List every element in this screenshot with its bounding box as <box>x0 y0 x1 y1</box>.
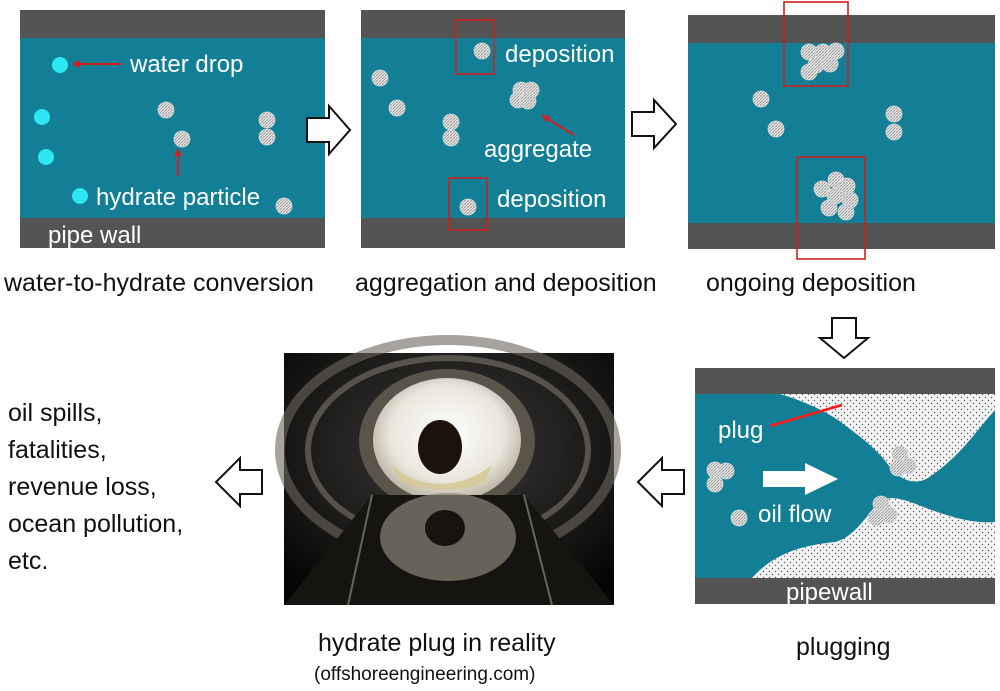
oil-water-channel <box>361 38 625 218</box>
hydrate-plug-upper <box>780 394 995 482</box>
water-drop <box>52 57 68 73</box>
deposition-highlight-top <box>455 19 495 75</box>
hydrate-particle-label: hydrate particle <box>96 184 260 211</box>
plug-opening <box>418 420 462 474</box>
hydrate-particle <box>157 101 175 119</box>
bottom-pipe-wall <box>20 218 325 248</box>
deposited-particle <box>473 42 491 60</box>
hollow-left-arrow-icon <box>214 455 263 509</box>
bottom-pipe-wall <box>361 218 625 248</box>
deposition-highlight-bottom <box>796 156 866 260</box>
consequence-line: oil spills, <box>8 399 102 427</box>
hydrate-plug-photo: hydrate plug in reality (offshoreenginee… <box>275 335 621 685</box>
hydrate-particle <box>752 90 770 108</box>
bottom-pipe-wall <box>688 223 995 249</box>
hydrate-particle <box>442 113 460 131</box>
aggregate-cluster <box>509 81 540 110</box>
oil-flow-arrow-icon <box>763 463 838 495</box>
photo-caption: hydrate plug in reality <box>318 629 556 657</box>
hydrate-particle <box>767 120 785 138</box>
panel-water-to-hydrate-conversion: water drop hydrate particle pipe wall wa… <box>3 10 325 297</box>
hydrate-particle <box>173 130 191 148</box>
caption-plugging: plugging <box>796 633 891 661</box>
plug-pointer <box>769 403 843 428</box>
hydrate-plug-lower <box>752 498 995 578</box>
water-drop-label: water drop <box>129 51 243 78</box>
caption-aggregation: aggregation and deposition <box>355 269 657 297</box>
caption-ongoing-deposition: ongoing deposition <box>706 269 916 297</box>
top-pipe-wall <box>361 10 625 38</box>
consequence-line: ocean pollution, <box>8 510 183 538</box>
consequences-list: oil spills, fatalities, revenue loss, oc… <box>8 399 183 575</box>
deposition-bottom-label: deposition <box>497 186 606 213</box>
hydrate-particle <box>275 197 293 215</box>
deposition-top-label: deposition <box>505 41 614 68</box>
aggregate-pointer <box>541 114 575 136</box>
aggregate-label: aggregate <box>484 136 592 163</box>
hydrate-particle <box>885 105 903 123</box>
oil-water-channel <box>20 38 325 218</box>
top-pipe-wall <box>695 368 995 394</box>
panel-aggregation-and-deposition: deposition aggregate deposition aggregat… <box>355 10 657 297</box>
oil-flow-label: oil flow <box>758 501 832 528</box>
hydrate-particle <box>885 123 903 141</box>
deposition-highlight-bottom <box>448 177 488 231</box>
hydrate-particle <box>442 129 460 147</box>
panel-plugging: plug oil flow pipewall plugging <box>695 368 995 661</box>
hydrate-particle <box>730 509 748 527</box>
deposited-particle <box>459 198 477 216</box>
water-drop <box>38 149 54 165</box>
consequence-line: fatalities, <box>8 436 107 464</box>
consequence-line: revenue loss, <box>8 473 157 501</box>
deposition-highlight-top <box>783 1 849 87</box>
consequence-line: etc. <box>8 547 48 575</box>
panel-ongoing-deposition: ongoing deposition <box>688 1 995 297</box>
top-pipe-wall <box>20 10 325 38</box>
hollow-left-arrow-icon <box>636 455 685 509</box>
water-drop <box>34 109 50 125</box>
plug-label: plug <box>718 417 763 444</box>
photo-source: (offshoreengineering.com) <box>314 664 535 685</box>
hydrate-particle <box>388 99 406 117</box>
hollow-down-arrow-icon <box>817 317 871 360</box>
hydrate-particle <box>258 128 276 146</box>
pipewall-label: pipewall <box>786 579 873 606</box>
caption-conversion: water-to-hydrate conversion <box>3 269 314 297</box>
hydrate-particle <box>371 69 389 87</box>
bottom-pipe-wall <box>695 578 995 604</box>
hollow-right-arrow-icon <box>306 103 352 157</box>
water-drop <box>72 188 88 204</box>
pipe-wall-label: pipe wall <box>48 222 141 249</box>
hollow-right-arrow-icon <box>631 97 678 151</box>
hydrate-particle <box>258 111 276 129</box>
top-pipe-wall <box>688 15 995 43</box>
